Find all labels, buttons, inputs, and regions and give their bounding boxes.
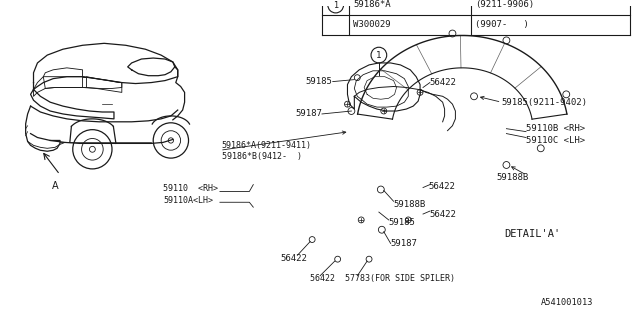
Text: 59185: 59185 — [306, 77, 333, 86]
Text: A: A — [52, 181, 58, 191]
Text: 59185(9211-9402): 59185(9211-9402) — [502, 98, 588, 107]
Text: 56422: 56422 — [428, 182, 455, 191]
Text: 59110A<LH>: 59110A<LH> — [163, 196, 213, 205]
Text: DETAIL'A': DETAIL'A' — [504, 229, 561, 239]
Text: A541001013: A541001013 — [541, 298, 593, 307]
Text: 56422: 56422 — [430, 78, 457, 87]
Text: 1: 1 — [376, 51, 381, 60]
Text: (9211-9906): (9211-9906) — [475, 0, 534, 9]
Text: 56422: 56422 — [430, 210, 457, 219]
Text: 59187: 59187 — [390, 239, 417, 248]
Text: 59110  <RH>: 59110 <RH> — [163, 184, 218, 193]
Text: 56422  57783(FOR SIDE SPILER): 56422 57783(FOR SIDE SPILER) — [310, 274, 455, 283]
Text: 56422: 56422 — [281, 254, 308, 263]
Text: 59186*B(9412-  ): 59186*B(9412- ) — [222, 152, 302, 161]
Text: 59110B <RH>: 59110B <RH> — [526, 124, 585, 133]
Text: 1: 1 — [333, 1, 339, 10]
Text: 59186*A(9211-9411): 59186*A(9211-9411) — [222, 141, 312, 150]
Text: 59110C <LH>: 59110C <LH> — [526, 136, 585, 145]
Text: 59185: 59185 — [388, 218, 415, 228]
Text: 59187: 59187 — [295, 109, 322, 118]
Text: 59188B: 59188B — [497, 173, 529, 182]
Text: W300029: W300029 — [353, 20, 391, 29]
Text: (9907-   ): (9907- ) — [475, 20, 529, 29]
Text: 59186*A: 59186*A — [353, 0, 391, 9]
Text: 59188B: 59188B — [394, 200, 426, 209]
